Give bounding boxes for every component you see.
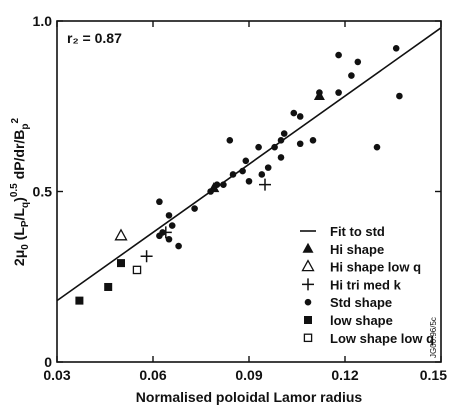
data-point bbox=[104, 282, 113, 291]
legend-label: Hi shape low q bbox=[330, 260, 421, 275]
y-title-exp-close: ) bbox=[11, 197, 27, 202]
y-axis-title: 2μ0 (LP/Lq)0.5 dP/dr/Bp2 bbox=[9, 117, 31, 266]
axis-ticks: 0.03 0.06 0.09 0.12 0.15 0 0.5 1.0 bbox=[33, 13, 448, 383]
x-tick-label: 0.15 bbox=[420, 367, 447, 383]
data-point bbox=[271, 143, 278, 151]
legend-label: Fit to std bbox=[330, 224, 385, 239]
data-point bbox=[354, 58, 362, 66]
legend-marker bbox=[302, 278, 314, 291]
data-point bbox=[132, 265, 142, 275]
data-point bbox=[229, 171, 237, 178]
y-title-l-open: (L bbox=[11, 227, 27, 245]
legend-marker bbox=[304, 298, 312, 306]
y-title-prefix: 2μ bbox=[11, 250, 27, 266]
data-point bbox=[159, 229, 166, 236]
data-point bbox=[168, 222, 176, 229]
data-point bbox=[75, 296, 84, 305]
data-point bbox=[226, 137, 234, 144]
data-point bbox=[280, 130, 288, 137]
legend-label: Hi shape bbox=[330, 242, 384, 257]
legend-label: Hi tri med k bbox=[330, 277, 402, 292]
x-tick-label: 0.03 bbox=[43, 367, 70, 383]
data-point bbox=[296, 140, 304, 148]
y-title-slash: /L bbox=[11, 208, 27, 221]
y-title-exponent: 0.5 bbox=[9, 183, 20, 197]
legend-label: Low shape low q bbox=[330, 331, 434, 346]
figure-code: JG00.96/5c bbox=[429, 317, 438, 358]
data-point bbox=[114, 228, 128, 241]
y-tick-label: 0.5 bbox=[33, 184, 53, 200]
data-point bbox=[309, 137, 317, 144]
data-point bbox=[239, 167, 246, 175]
y-title-prefix-sub: 0 bbox=[20, 244, 31, 250]
data-point bbox=[259, 178, 271, 191]
data-point bbox=[264, 164, 272, 171]
data-point bbox=[117, 259, 125, 268]
y-tick-label: 0 bbox=[44, 354, 52, 370]
legend-label: low shape bbox=[330, 313, 393, 328]
data-point bbox=[290, 109, 298, 117]
legend-marker bbox=[301, 259, 315, 272]
data-point bbox=[335, 89, 342, 96]
data-point bbox=[245, 177, 253, 185]
y-title-bp-sup: 2 bbox=[10, 117, 21, 123]
data-point bbox=[220, 181, 227, 188]
data-point bbox=[165, 212, 173, 219]
data-point bbox=[258, 171, 266, 178]
x-tick-label: 0.12 bbox=[331, 367, 358, 383]
data-point bbox=[191, 205, 198, 212]
y-title-bp-sub: p bbox=[20, 123, 31, 129]
legend: Fit to std Hi shape Hi shape low q Hi tri m… bbox=[300, 224, 434, 346]
data-point bbox=[392, 44, 400, 52]
x-tick-label: 0.06 bbox=[139, 367, 166, 383]
plot-frame bbox=[56, 20, 442, 363]
data-point bbox=[242, 157, 250, 165]
data-point bbox=[316, 89, 323, 96]
legend-marker bbox=[303, 333, 313, 343]
data-point bbox=[140, 250, 153, 263]
data-point bbox=[165, 235, 173, 243]
data-point bbox=[373, 143, 381, 151]
legend-marker bbox=[302, 242, 314, 253]
data-point bbox=[277, 154, 285, 161]
data-point bbox=[277, 137, 285, 144]
data-points bbox=[75, 44, 403, 305]
data-point bbox=[348, 72, 355, 79]
legend-label: Std shape bbox=[330, 295, 392, 310]
x-axis-title: Normalised poloidal Lamor radius bbox=[136, 389, 363, 405]
x-tick-label: 0.09 bbox=[235, 367, 262, 383]
y-title-l1-sub: P bbox=[20, 220, 31, 227]
data-point bbox=[207, 188, 214, 195]
y-title-l2-sub: q bbox=[20, 202, 31, 208]
y-title-middle: dP/dr/B bbox=[11, 130, 27, 184]
data-point bbox=[335, 51, 342, 59]
y-tick-label: 1.0 bbox=[33, 13, 53, 29]
fit-line bbox=[56, 27, 442, 302]
fit-line-group bbox=[56, 27, 442, 302]
r2-annotation: r₂ = 0.87 bbox=[67, 30, 122, 46]
data-point bbox=[156, 198, 163, 206]
legend-marker bbox=[304, 316, 312, 324]
data-point bbox=[175, 242, 182, 250]
data-point bbox=[255, 143, 262, 151]
data-point bbox=[296, 113, 304, 120]
data-point bbox=[396, 92, 403, 100]
data-point bbox=[213, 181, 221, 188]
